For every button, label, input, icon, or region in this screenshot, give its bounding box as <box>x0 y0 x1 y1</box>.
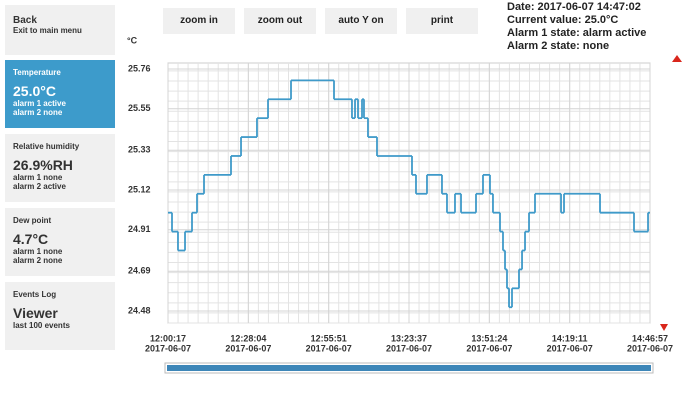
toolbar-button[interactable]: print <box>406 8 478 34</box>
y-tick-label: 25.55 <box>128 103 151 113</box>
panel-line: alarm 2 none <box>13 108 63 117</box>
panel-line: alarm 1 active <box>13 99 66 108</box>
x-tick-date: 2017-06-07 <box>145 343 191 353</box>
panel-line: alarm 2 none <box>13 256 63 265</box>
panel-value: 25.0°C <box>13 83 56 99</box>
status-line: Current value: 25.0°C <box>507 14 619 26</box>
panel-title: Relative humidity <box>13 142 80 151</box>
panel-title: Dew point <box>13 216 52 225</box>
toolbar-button[interactable]: auto Y on <box>325 8 397 34</box>
sensor-panel[interactable]: Events Log Viewer last 100 events <box>5 282 115 350</box>
x-tick-label: 14:46:57 <box>632 333 668 343</box>
x-tick-date: 2017-06-07 <box>225 343 271 353</box>
x-tick-label: 12:00:17 <box>150 333 186 343</box>
x-tick-date: 2017-06-07 <box>627 343 673 353</box>
back-title: Back <box>13 15 37 26</box>
scroll-down-arrow[interactable] <box>660 324 668 331</box>
panel-title: Events Log <box>13 290 57 299</box>
status-line: Alarm 2 state: none <box>507 40 610 52</box>
y-tick-label: 24.91 <box>128 224 151 234</box>
x-tick-date: 2017-06-07 <box>306 343 352 353</box>
panel-line: alarm 1 none <box>13 247 63 256</box>
sensor-panel[interactable]: Relative humidity 26.9%RH alarm 1 none alar… <box>5 134 115 202</box>
toolbar-button[interactable]: zoom in <box>163 8 235 34</box>
scrollbar-thumb[interactable] <box>167 365 651 371</box>
panel-title: Temperature <box>13 68 61 77</box>
toolbar-button[interactable]: zoom out <box>244 8 316 34</box>
back-button[interactable]: Back Exit to main menu <box>5 5 115 55</box>
panel-value: 4.7°C <box>13 231 49 247</box>
y-unit: °C <box>127 35 138 45</box>
status-line: Alarm 1 state: alarm active <box>507 27 647 39</box>
x-tick-date: 2017-06-07 <box>386 343 432 353</box>
x-tick-label: 13:51:24 <box>471 333 507 343</box>
panel-value: 26.9%RH <box>13 157 73 173</box>
x-tick-label: 12:28:04 <box>230 333 266 343</box>
panel-line: last 100 events <box>13 321 70 330</box>
x-tick-date: 2017-06-07 <box>547 343 593 353</box>
scroll-up-arrow[interactable] <box>672 55 682 62</box>
y-tick-label: 25.76 <box>128 63 151 73</box>
x-tick-date: 2017-06-07 <box>466 343 512 353</box>
y-tick-label: 25.12 <box>128 184 151 194</box>
panel-line: alarm 1 none <box>13 173 63 182</box>
panel-line: alarm 2 active <box>13 182 66 191</box>
x-tick-label: 13:23:37 <box>391 333 427 343</box>
sensor-panel[interactable]: Dew point 4.7°C alarm 1 none alarm 2 none <box>5 208 115 276</box>
sensor-panel[interactable]: Temperature 25.0°C alarm 1 active alarm 2 n… <box>5 60 115 128</box>
y-tick-label: 25.33 <box>128 145 151 155</box>
y-tick-label: 24.48 <box>128 305 151 315</box>
status-line: Date: 2017-06-07 14:47:02 <box>507 1 641 13</box>
x-tick-label: 14:19:11 <box>552 333 588 343</box>
panel-value: Viewer <box>13 305 58 321</box>
x-tick-label: 12:55:51 <box>311 333 347 343</box>
back-subtitle: Exit to main menu <box>13 26 82 35</box>
y-tick-label: 24.69 <box>128 266 151 276</box>
